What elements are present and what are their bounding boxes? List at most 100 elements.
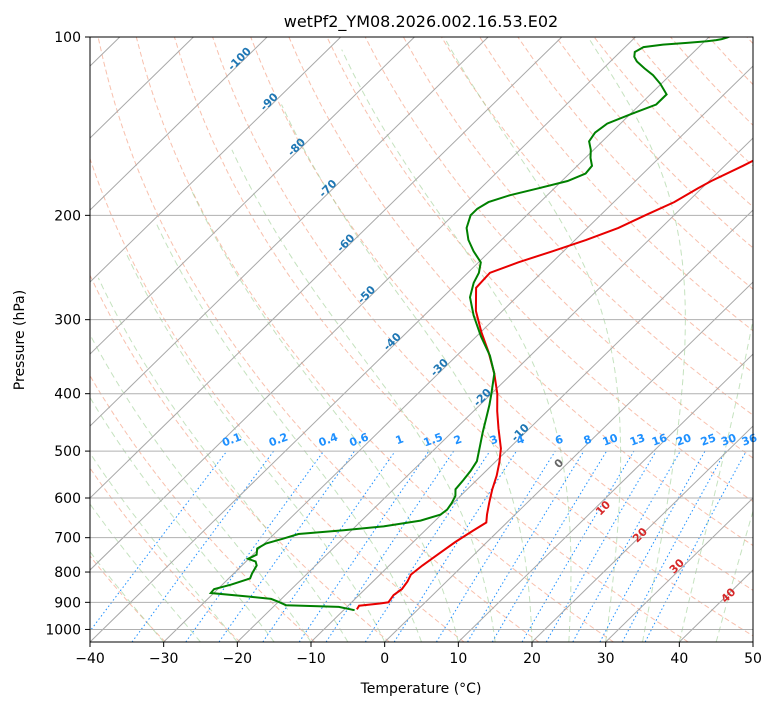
x-tick-label: −30	[149, 651, 179, 667]
moist-adiabat	[155, 221, 422, 642]
chart-title: wetPf2_YM08.2026.002.16.53.E02	[284, 12, 558, 32]
dry-adiabat	[326, 37, 753, 503]
isotherm	[384, 281, 753, 642]
isotherm-label: -30	[428, 356, 451, 379]
dewpoint-line	[208, 37, 731, 612]
mixing-ratio-line	[599, 450, 706, 642]
mixing-ratio-line	[491, 450, 608, 642]
moist-adiabat	[90, 503, 201, 642]
isotherm	[605, 497, 753, 642]
y-tick-label: 100	[54, 30, 81, 46]
isotherm	[90, 37, 636, 571]
isotherm-label: -90	[258, 90, 281, 113]
moist-adiabat	[715, 509, 753, 642]
mixing-ratio-label: 0.1	[220, 431, 243, 450]
temp-label: 20	[630, 525, 650, 545]
isotherm-label: -60	[334, 231, 357, 254]
mixing-ratio-label: 0.4	[317, 430, 340, 449]
dry-adiabat	[90, 467, 241, 642]
y-tick-label: 900	[54, 595, 81, 611]
isotherm-label: -20	[471, 386, 494, 409]
mixing-ratio-line	[298, 450, 430, 642]
moist-adiabat	[341, 49, 572, 642]
isotherm	[90, 37, 563, 499]
mixing-ratio-label: 1.5	[422, 431, 445, 450]
y-tick-label: 300	[54, 313, 81, 329]
mixing-ratio-label: 0.2	[267, 431, 290, 450]
dry-adiabat	[746, 37, 753, 45]
mixing-ratio-label: 3	[488, 433, 500, 448]
dry-adiabat	[90, 274, 390, 642]
x-tick-label: 50	[744, 651, 762, 667]
isotherm	[752, 641, 753, 642]
mixing-ratio-line	[131, 450, 275, 642]
moist-adiabat	[90, 452, 238, 642]
mixing-ratio-line	[218, 450, 355, 642]
y-tick-label: 1000	[45, 622, 81, 638]
mixing-ratio-line	[325, 450, 455, 642]
isotherm	[310, 209, 753, 642]
x-tick-label: −10	[296, 651, 326, 667]
moist-adiabat	[190, 187, 459, 642]
mixing-ratio-label: 36	[740, 431, 759, 449]
isotherm	[90, 37, 710, 642]
moist-adiabat	[281, 104, 533, 642]
x-tick-label: 40	[670, 651, 688, 667]
x-tick-label: 20	[523, 651, 541, 667]
x-tick-label: −20	[223, 651, 253, 667]
mixing-ratio-label: 20	[674, 431, 693, 449]
y-tick-label: 400	[54, 387, 81, 403]
y-axis-label: Pressure (hPa)	[12, 290, 28, 390]
dry-adiabat	[250, 37, 753, 591]
mixing-ratio-line	[467, 450, 585, 642]
moist-adiabat	[90, 550, 165, 642]
isotherm	[236, 137, 753, 642]
isotherm	[90, 37, 489, 427]
isotherm-label: -70	[316, 177, 339, 200]
moist-adiabat	[443, 37, 622, 642]
mixing-ratio-label: 0.6	[348, 430, 371, 449]
dry-adiabat	[402, 37, 753, 416]
mixing-ratio-line	[621, 450, 726, 642]
dry-adiabat	[670, 37, 753, 126]
background-lines	[90, 37, 753, 642]
dry-adiabat	[173, 37, 689, 642]
mixing-ratio-label: 10	[601, 431, 620, 449]
y-tick-label: 600	[54, 491, 81, 507]
y-axis-ticks: 100 200 300 400 500 600 700 800 900 1000	[45, 30, 90, 638]
dry-adiabat	[517, 37, 753, 290]
x-axis-ticks: −40 −30 −20 −10 0 10 20 30 40 50	[75, 642, 762, 667]
mixing-ratio-label: 25	[699, 431, 718, 448]
mixing-ratio-label: 16	[650, 431, 669, 449]
dry-adiabat	[441, 37, 753, 374]
moist-adiabat	[124, 251, 386, 642]
dry-adiabat	[90, 157, 465, 642]
dry-adiabat	[90, 555, 166, 642]
temperature-line	[356, 159, 753, 610]
dry-adiabat	[212, 37, 753, 637]
mixing-ratio-label: 8	[582, 433, 594, 448]
dry-adiabat	[555, 37, 753, 249]
moist-adiabat	[90, 333, 312, 642]
mixing-ratio-label: 30	[719, 431, 738, 449]
grid-lines	[90, 37, 753, 642]
mixing-ratio-line	[262, 450, 396, 642]
isotherm	[163, 65, 753, 642]
dry-adiabat	[479, 37, 753, 332]
dry-adiabat	[288, 37, 753, 547]
dry-adiabat	[364, 37, 753, 459]
mixing-ratio-line	[545, 450, 657, 642]
isotherm-label: -80	[285, 135, 308, 158]
dry-adiabat	[97, 37, 540, 642]
isotherm	[90, 37, 194, 139]
plot-frame	[89, 36, 754, 643]
moist-adiabat	[90, 396, 275, 642]
moist-adiabat	[587, 37, 686, 642]
isotherm	[531, 425, 753, 642]
mixing-ratio-line	[393, 450, 517, 642]
isotherm	[90, 37, 268, 211]
mixing-ratio-label: 6	[553, 432, 565, 447]
isotherm-label: -50	[355, 283, 378, 306]
x-axis-label: Temperature (°C)	[360, 681, 482, 697]
